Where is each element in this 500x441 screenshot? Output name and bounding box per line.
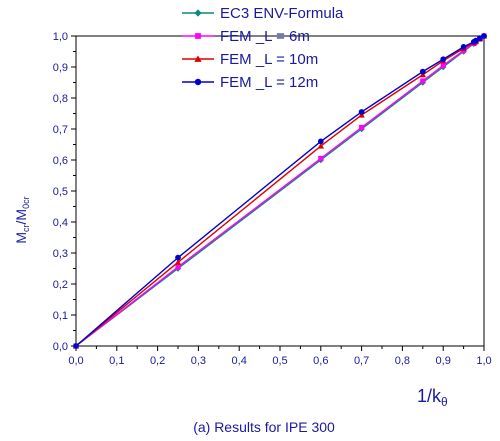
y-axis-title-main: M — [13, 232, 29, 244]
y-axis-title-slash: /M — [13, 209, 29, 225]
legend-marker — [195, 33, 201, 39]
y-tick-label: 0,8 — [53, 93, 68, 105]
x-tick-label: 0,8 — [395, 355, 410, 367]
y-tick-label: 0,2 — [53, 279, 68, 291]
x-tick-label: 1,0 — [476, 355, 491, 367]
legend-marker — [194, 9, 202, 17]
x-tick-label: 0,2 — [150, 355, 165, 367]
axes: 0,0 0,1 0,2 0,3 0,4 0,5 0,6 0,7 0,8 0,9 1,0 0,0 0,1 0… — [53, 31, 492, 367]
y-tick-label: 1,0 — [53, 31, 68, 43]
data-point — [174, 259, 182, 265]
legend-item-3: FEM _L = 12m — [182, 74, 318, 91]
x-tick-label: 0,6 — [313, 355, 328, 367]
y-tick-label: 0,1 — [53, 310, 68, 322]
series-layer — [72, 32, 488, 350]
data-point — [318, 155, 324, 162]
legend-marker — [194, 55, 202, 62]
y-tick-label: 0,0 — [53, 341, 68, 353]
y-tick-label: 0,4 — [53, 217, 68, 229]
series-3 — [73, 33, 487, 349]
x-tick-label: 0,7 — [354, 355, 369, 367]
legend: EC3 ENV-Formula FEM _L = 6m FEM _L = 10m FE… — [182, 5, 344, 91]
legend-label: FEM _L = 6m — [220, 28, 310, 45]
legend-item-2: FEM _L = 10m — [182, 51, 318, 68]
data-point — [73, 343, 79, 349]
legend-item-1: FEM _L = 6m — [182, 28, 310, 45]
y-axis-title: Mcr/M0cr — [13, 196, 31, 243]
legend-item-0: EC3 ENV-Formula — [182, 5, 344, 22]
data-point — [358, 109, 365, 115]
y-tick-label: 0,9 — [53, 62, 68, 74]
data-point — [359, 124, 365, 131]
data-point — [317, 138, 324, 145]
x-axis-title: 1/kθ — [417, 386, 448, 409]
y-tick-label: 0,6 — [53, 155, 68, 167]
legend-label: FEM _L = 10m — [220, 51, 318, 68]
data-point — [440, 62, 446, 69]
y-tick-label: 0,5 — [53, 186, 68, 198]
y-axis-title-sub2: 0cr — [21, 196, 31, 209]
x-tick-label: 0,5 — [272, 355, 287, 367]
data-point — [419, 68, 426, 75]
x-tick-label: 0,4 — [232, 355, 247, 367]
data-point — [420, 78, 426, 84]
y-axis-title-sub1: cr — [21, 224, 31, 232]
x-tick-label: 0,0 — [68, 355, 83, 367]
x-axis-title-sub: θ — [441, 395, 448, 409]
data-point — [440, 56, 447, 63]
legend-marker — [194, 78, 202, 86]
data-point — [175, 264, 181, 270]
x-axis-title-main: 1/k — [417, 386, 442, 406]
legend-label: EC3 ENV-Formula — [220, 5, 344, 22]
x-tick-label: 0,9 — [436, 355, 451, 367]
data-point — [175, 254, 181, 261]
x-tick-label: 0,1 — [109, 355, 124, 367]
x-tick-label: 0,3 — [191, 355, 206, 367]
y-tick-label: 0,7 — [53, 124, 68, 136]
data-point — [317, 142, 324, 149]
data-point — [460, 43, 467, 50]
chart-caption: (a) Results for IPE 300 — [193, 419, 335, 435]
data-point — [481, 33, 487, 39]
y-tick-label: 0,3 — [53, 248, 68, 260]
legend-label: FEM _L = 12m — [220, 74, 318, 91]
